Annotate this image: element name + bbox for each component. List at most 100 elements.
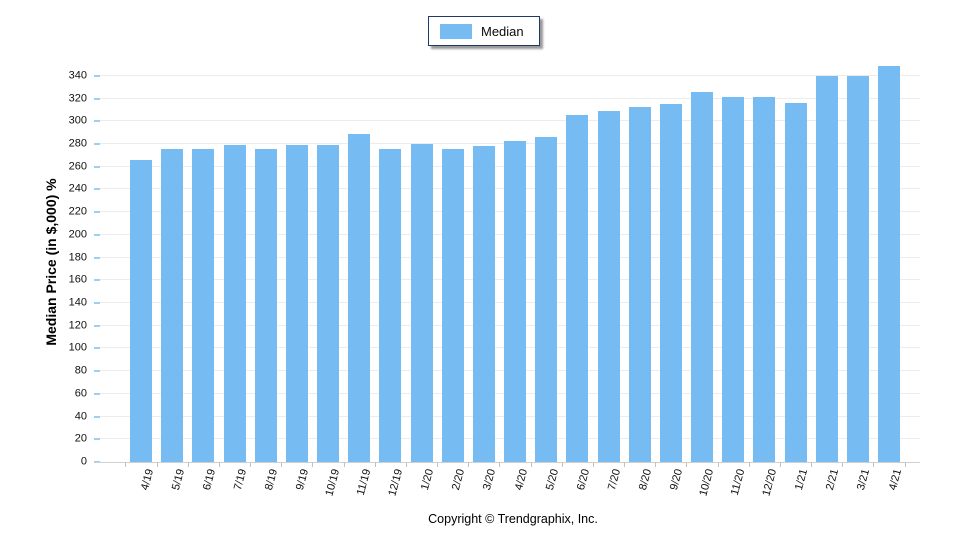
y-tick-label: 180 — [68, 251, 87, 264]
bar — [130, 159, 152, 462]
x-tick-label: 10/19 — [323, 467, 343, 498]
x-axis-labels: 4/19 5/19 6/19 7/19 8/19 9/19 10/19 11/19 12/19 1… — [100, 468, 920, 512]
bar — [410, 144, 433, 462]
x-axis-tick — [187, 462, 189, 467]
x-axis-tick — [250, 462, 252, 467]
bar — [753, 97, 776, 462]
legend-swatch-median — [440, 23, 472, 39]
x-axis-tick — [624, 462, 626, 467]
x-tick-label: 4/19 — [138, 467, 156, 492]
y-axis-tick — [94, 97, 100, 100]
bar — [784, 103, 807, 462]
bar — [597, 111, 620, 462]
x-axis-tick — [561, 462, 563, 467]
legend-label: Median — [481, 23, 524, 39]
x-axis-tick — [374, 462, 376, 467]
x-axis-tick — [281, 462, 283, 467]
bar — [722, 97, 745, 462]
y-axis-tick — [94, 370, 100, 373]
x-tick-label: 6/19 — [200, 467, 218, 492]
bar — [659, 104, 682, 462]
y-axis-tick — [94, 256, 100, 259]
bar — [317, 145, 339, 462]
x-axis-tick — [125, 462, 127, 467]
y-axis-tick — [94, 211, 100, 214]
y-tick-label: 220 — [68, 205, 87, 218]
y-tick-label: 300 — [68, 114, 87, 127]
grid-line — [100, 120, 920, 122]
x-tick-label: 12/20 — [760, 467, 779, 498]
x-axis-tick — [592, 462, 594, 467]
x-tick-label: 1/21 — [792, 467, 811, 492]
y-tick-label: 240 — [68, 182, 87, 195]
y-axis-tick — [94, 74, 100, 77]
bar — [472, 146, 495, 462]
y-tick-label: 120 — [68, 319, 87, 332]
y-tick-label: 260 — [68, 160, 87, 173]
y-axis-tick — [94, 165, 100, 168]
bar — [254, 148, 277, 462]
x-axis-tick — [156, 462, 158, 467]
y-axis-tick — [94, 324, 100, 327]
y-axis-tick — [94, 302, 100, 305]
grid-line — [100, 97, 920, 99]
x-tick-label: 9/20 — [668, 467, 686, 492]
y-axis-tick — [94, 143, 100, 146]
bar — [628, 106, 651, 462]
bar — [285, 145, 308, 462]
x-axis-tick — [405, 462, 407, 467]
y-tick-label: 100 — [68, 341, 87, 354]
bar — [379, 148, 402, 462]
legend: Median — [428, 16, 540, 46]
y-tick-label: 40 — [74, 410, 87, 423]
x-axis-tick — [218, 462, 220, 467]
x-tick-label: 2/21 — [824, 467, 842, 492]
y-axis-tick — [94, 438, 100, 441]
bar — [192, 148, 215, 462]
y-tick-label: 140 — [68, 296, 87, 309]
bar — [566, 114, 589, 462]
y-tick-label: 320 — [68, 92, 87, 105]
y-axis-tick — [94, 188, 100, 191]
y-axis-tick — [94, 347, 100, 350]
x-tick-label: 11/19 — [355, 467, 374, 497]
x-tick-label: 6/20 — [574, 467, 592, 492]
bar — [691, 91, 713, 462]
bar — [348, 133, 371, 462]
copyright-text: Copyright © Trendgraphix, Inc. — [428, 512, 598, 526]
x-axis-tick — [343, 462, 345, 467]
y-tick-label: 0 — [80, 455, 87, 468]
x-axis-tick — [499, 462, 501, 467]
x-axis-tick — [748, 462, 750, 467]
x-tick-label: 2/20 — [450, 467, 468, 492]
y-tick-label: 60 — [74, 387, 87, 400]
x-tick-label: 7/19 — [231, 467, 250, 492]
x-tick-label: 1/20 — [418, 467, 437, 492]
x-axis-tick — [779, 462, 781, 467]
bar — [161, 148, 184, 462]
x-tick-label: 5/20 — [543, 467, 561, 492]
x-tick-label: 11/20 — [729, 467, 748, 497]
y-axis-tick — [94, 392, 100, 395]
x-axis-tick — [468, 462, 470, 467]
plot-area — [94, 60, 920, 467]
x-tick-label: 8/19 — [263, 467, 281, 492]
bar — [441, 148, 464, 462]
bar — [504, 140, 526, 462]
x-axis-tick — [873, 462, 875, 467]
bar — [535, 137, 558, 462]
x-axis-tick — [437, 462, 439, 467]
y-tick-label: 340 — [68, 69, 87, 82]
x-axis-tick — [655, 462, 657, 467]
y-axis-tick — [94, 120, 100, 123]
bar — [846, 75, 869, 462]
y-axis-labels: 0 20 40 60 80 100 120 140 160 180 200 220 240 260 280 3… — [0, 60, 94, 467]
x-axis-tick — [686, 462, 688, 467]
y-tick-label: 20 — [74, 432, 87, 445]
y-tick-label: 80 — [74, 364, 87, 377]
y-axis-tick — [94, 415, 100, 418]
x-axis-tick — [842, 462, 844, 467]
x-axis-tick — [717, 462, 719, 467]
x-tick-label: 9/19 — [294, 467, 312, 492]
